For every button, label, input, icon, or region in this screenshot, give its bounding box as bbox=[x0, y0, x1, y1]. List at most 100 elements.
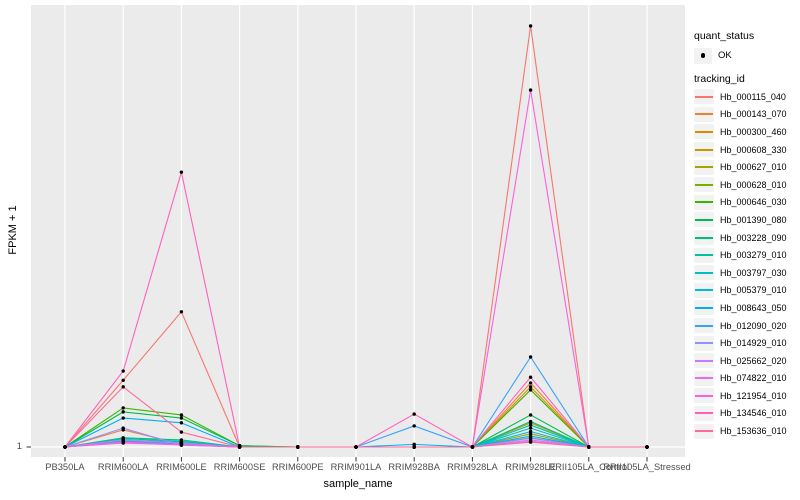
legend-item: Hb_121954_010 bbox=[694, 387, 800, 405]
data-point bbox=[528, 355, 533, 359]
series-color-swatch bbox=[695, 271, 713, 274]
legend-key-box bbox=[694, 335, 714, 351]
series-color-swatch bbox=[695, 306, 713, 309]
data-point bbox=[179, 443, 184, 447]
legend-item: Hb_000627_010 bbox=[694, 158, 800, 176]
legend-item: Hb_012090_020 bbox=[694, 317, 800, 335]
data-point bbox=[63, 445, 67, 449]
series-color-swatch bbox=[695, 148, 713, 151]
legend-tracking-id-title: tracking_id bbox=[694, 73, 745, 85]
legend-key-box bbox=[694, 247, 714, 263]
legend-item-label: Hb_134546_010 bbox=[720, 408, 787, 419]
legend-quant-status-title: quant_status bbox=[694, 30, 755, 42]
legend-key-box bbox=[694, 318, 714, 334]
legend-item-label: Hb_003797_030 bbox=[720, 267, 787, 278]
x-tick-label: RRIM600LA bbox=[97, 462, 149, 472]
legend-item-label: Hb_074822_010 bbox=[720, 373, 787, 384]
x-tick-label: RRIM600SE bbox=[213, 462, 266, 472]
legend-key-box bbox=[694, 405, 714, 421]
legend-item-label: Hb_153636_010 bbox=[720, 426, 787, 437]
data-point bbox=[121, 406, 125, 410]
legend-item: Hb_000646_030 bbox=[694, 194, 800, 212]
series-color-swatch bbox=[695, 289, 713, 292]
data-point bbox=[121, 369, 125, 373]
legend-item-label: Hb_000646_030 bbox=[720, 197, 787, 208]
data-point bbox=[528, 24, 533, 28]
legend-item: Hb_001390_080 bbox=[694, 211, 800, 229]
legend-key-box bbox=[694, 423, 714, 439]
x-tick-label: RRII105LA_Control bbox=[548, 462, 630, 472]
legend-item: Hb_074822_010 bbox=[694, 370, 800, 388]
legend-item: Hb_003797_030 bbox=[694, 264, 800, 282]
series-color-swatch bbox=[695, 183, 713, 186]
series-color-swatch bbox=[695, 95, 713, 98]
data-point bbox=[121, 426, 125, 430]
data-point bbox=[179, 421, 184, 425]
x-tick-label: RRIM600PE bbox=[271, 462, 324, 472]
legend-key-box bbox=[694, 388, 714, 404]
legend-item: Hb_000115_040 bbox=[694, 88, 800, 106]
data-point bbox=[528, 381, 533, 385]
x-tick-label: RRIM928LE bbox=[505, 462, 556, 472]
y-tick-label: 1 bbox=[16, 441, 22, 452]
legend-item-label: Hb_008643_050 bbox=[720, 302, 787, 313]
data-point bbox=[179, 430, 184, 434]
data-point bbox=[528, 88, 533, 92]
data-point bbox=[412, 424, 416, 428]
legend-key-box bbox=[694, 265, 714, 281]
legend-item-label: OK bbox=[718, 50, 732, 61]
legend: quant_status OK tracking_id Hb_000115_04… bbox=[694, 30, 800, 440]
data-point bbox=[645, 445, 649, 449]
legend-key-box bbox=[694, 300, 714, 316]
data-point bbox=[528, 413, 533, 417]
data-point bbox=[121, 416, 125, 420]
legend-key-box bbox=[694, 353, 714, 369]
x-tick-label: RRIM600LE bbox=[156, 462, 207, 472]
data-point bbox=[470, 445, 475, 449]
legend-key-box bbox=[694, 212, 714, 228]
legend-item-label: Hb_003228_090 bbox=[720, 232, 787, 243]
legend-item-label: Hb_001390_080 bbox=[720, 214, 787, 225]
legend-tracking-id-items: Hb_000115_040 Hb_000143_070 Hb_000300_460 H… bbox=[694, 88, 800, 440]
x-axis-title: sample_name bbox=[323, 478, 393, 490]
legend-key-box bbox=[694, 282, 714, 298]
data-point bbox=[528, 426, 533, 430]
legend-key-box bbox=[694, 106, 714, 122]
legend-item-label: Hb_000115_040 bbox=[720, 91, 786, 102]
legend-item-label: Hb_000627_010 bbox=[720, 162, 787, 173]
legend-item: Hb_000628_010 bbox=[694, 176, 800, 194]
legend-key-box bbox=[694, 159, 714, 175]
series-color-swatch bbox=[695, 377, 713, 380]
data-point bbox=[528, 385, 533, 389]
data-point bbox=[121, 410, 125, 414]
legend-item: Hb_000300_460 bbox=[694, 123, 800, 141]
legend-item: Hb_003228_090 bbox=[694, 229, 800, 247]
legend-item-ok: OK bbox=[694, 47, 800, 64]
legend-item: Hb_005379_010 bbox=[694, 282, 800, 300]
series-color-swatch bbox=[695, 166, 713, 169]
series-color-swatch bbox=[695, 394, 713, 397]
ok-point-icon bbox=[700, 53, 706, 58]
x-tick-label: PB350LA bbox=[45, 462, 85, 472]
legend-item-label: Hb_000300_460 bbox=[720, 126, 787, 137]
data-point bbox=[528, 375, 533, 379]
legend-item: Hb_134546_010 bbox=[694, 405, 800, 423]
legend-key-box bbox=[694, 142, 714, 158]
legend-item: Hb_008643_050 bbox=[694, 299, 800, 317]
data-point bbox=[121, 441, 125, 445]
legend-item-label: Hb_000628_010 bbox=[720, 179, 787, 190]
legend-key-box bbox=[694, 89, 714, 105]
series-color-swatch bbox=[695, 218, 713, 221]
series-color-swatch bbox=[695, 324, 713, 327]
data-point bbox=[528, 388, 533, 392]
series-color-swatch bbox=[695, 342, 713, 345]
data-point bbox=[412, 412, 416, 416]
series-color-swatch bbox=[695, 430, 713, 433]
legend-item: Hb_014929_010 bbox=[694, 334, 800, 352]
data-point bbox=[237, 445, 242, 449]
legend-key-box bbox=[694, 47, 712, 64]
x-tick-label: RRII105LA_Stressed bbox=[603, 462, 691, 472]
legend-item-label: Hb_025662_020 bbox=[720, 355, 787, 366]
series-color-swatch bbox=[695, 113, 713, 116]
